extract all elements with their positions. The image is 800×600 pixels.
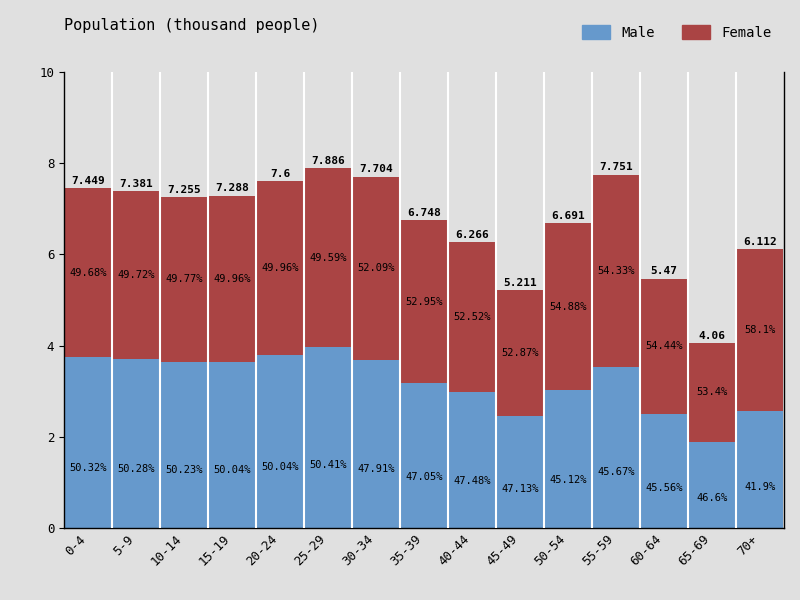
Text: 6.266: 6.266 xyxy=(455,230,489,240)
Text: 47.13%: 47.13% xyxy=(502,484,538,494)
Text: 58.1%: 58.1% xyxy=(744,325,776,335)
Text: Population (thousand people): Population (thousand people) xyxy=(64,18,319,33)
Bar xyxy=(209,196,255,362)
Text: 45.56%: 45.56% xyxy=(646,483,682,493)
Text: 6.112: 6.112 xyxy=(743,237,777,247)
Bar xyxy=(65,188,111,357)
Bar xyxy=(401,383,447,528)
Bar xyxy=(737,411,783,528)
Text: 54.88%: 54.88% xyxy=(550,302,586,311)
Text: 50.04%: 50.04% xyxy=(262,463,298,472)
Text: 54.33%: 54.33% xyxy=(598,266,634,275)
Text: 49.59%: 49.59% xyxy=(310,253,346,263)
Legend: Male, Female: Male, Female xyxy=(577,20,777,46)
Text: 49.96%: 49.96% xyxy=(262,263,298,273)
Text: 7.255: 7.255 xyxy=(167,185,201,195)
Bar xyxy=(113,359,159,528)
Bar xyxy=(401,220,447,383)
Text: 52.87%: 52.87% xyxy=(502,348,538,358)
Bar xyxy=(161,362,207,528)
Text: 5.47: 5.47 xyxy=(650,266,678,276)
Text: 7.288: 7.288 xyxy=(215,184,249,193)
Text: 49.77%: 49.77% xyxy=(166,274,202,284)
Text: 7.886: 7.886 xyxy=(311,156,345,166)
Text: 7.6: 7.6 xyxy=(270,169,290,179)
Bar xyxy=(545,223,591,391)
Text: 50.28%: 50.28% xyxy=(118,464,154,474)
Bar xyxy=(209,362,255,528)
Text: 50.32%: 50.32% xyxy=(70,463,106,473)
Text: 49.96%: 49.96% xyxy=(214,274,250,284)
Text: 49.72%: 49.72% xyxy=(118,270,154,280)
Text: 7.449: 7.449 xyxy=(71,176,105,186)
Text: 5.211: 5.211 xyxy=(503,278,537,288)
Bar xyxy=(305,169,351,347)
Text: 50.23%: 50.23% xyxy=(166,465,202,475)
Text: 46.6%: 46.6% xyxy=(696,493,728,503)
Text: 52.09%: 52.09% xyxy=(358,263,394,273)
Bar xyxy=(737,249,783,411)
Text: 50.04%: 50.04% xyxy=(214,465,250,475)
Text: 53.4%: 53.4% xyxy=(696,387,728,397)
Bar xyxy=(257,355,303,528)
Text: 49.68%: 49.68% xyxy=(70,268,106,278)
Bar xyxy=(353,359,399,528)
Bar xyxy=(497,290,543,416)
Text: 45.67%: 45.67% xyxy=(598,467,634,476)
Bar xyxy=(305,347,351,528)
Text: 6.748: 6.748 xyxy=(407,208,441,218)
Text: 47.91%: 47.91% xyxy=(358,464,394,474)
Text: 7.381: 7.381 xyxy=(119,179,153,189)
Bar xyxy=(161,197,207,362)
Text: 50.41%: 50.41% xyxy=(310,460,346,470)
Text: 47.48%: 47.48% xyxy=(454,476,490,485)
Bar xyxy=(641,278,687,415)
Text: 6.691: 6.691 xyxy=(551,211,585,221)
Text: 54.44%: 54.44% xyxy=(646,341,682,352)
Bar xyxy=(593,367,639,528)
Text: 4.06: 4.06 xyxy=(698,331,726,341)
Bar xyxy=(497,416,543,528)
Bar xyxy=(257,181,303,355)
Bar xyxy=(449,242,495,392)
Text: 52.52%: 52.52% xyxy=(454,313,490,322)
Bar xyxy=(449,392,495,528)
Bar xyxy=(113,191,159,359)
Bar xyxy=(593,175,639,367)
Text: 7.704: 7.704 xyxy=(359,164,393,175)
Text: 45.12%: 45.12% xyxy=(550,475,586,485)
Bar xyxy=(65,357,111,528)
Bar xyxy=(353,176,399,359)
Bar xyxy=(641,415,687,528)
Bar xyxy=(689,343,735,442)
Text: 7.751: 7.751 xyxy=(599,162,633,172)
Bar xyxy=(545,391,591,528)
Text: 52.95%: 52.95% xyxy=(406,297,442,307)
Text: 41.9%: 41.9% xyxy=(744,482,776,492)
Bar xyxy=(689,442,735,528)
Text: 47.05%: 47.05% xyxy=(406,472,442,482)
